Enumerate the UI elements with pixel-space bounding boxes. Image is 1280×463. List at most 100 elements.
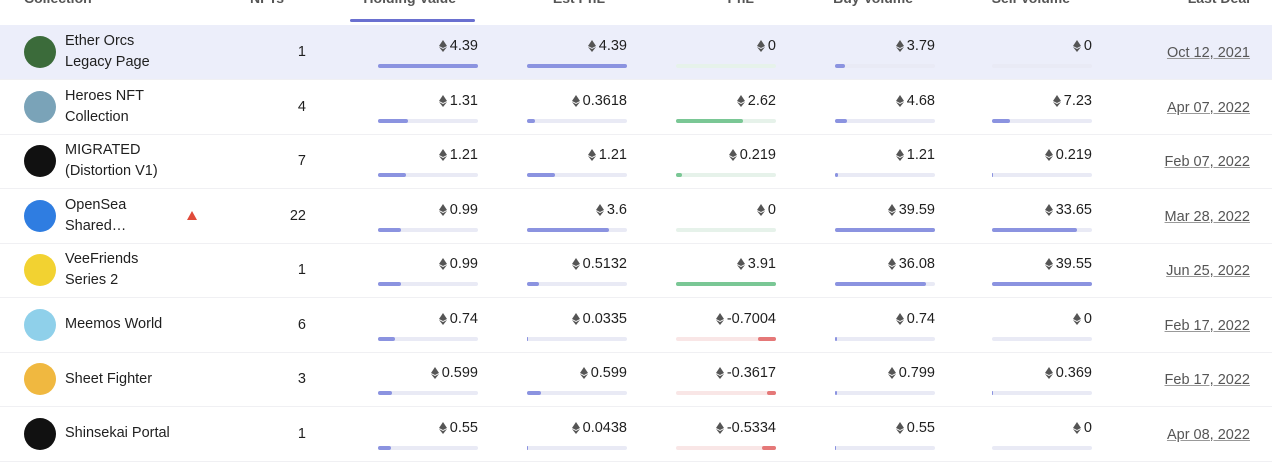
collection-name[interactable]: MIGRATED (Distortion V1) <box>65 142 158 179</box>
value: 1.21 <box>598 147 627 163</box>
header-7[interactable]: Last Deal <box>1188 0 1250 6</box>
value: 0 <box>1083 419 1092 436</box>
collection-name[interactable]: Heroes NFT Collection <box>65 87 144 125</box>
bar <box>527 391 541 395</box>
header-5[interactable]: Buy Volume <box>833 0 913 6</box>
value: 4.39 <box>598 38 627 54</box>
last-deal[interactable]: Jun 25, 2022 <box>1166 263 1250 279</box>
collection-name[interactable]: OpenSea Shared… <box>65 196 127 234</box>
bar-track <box>992 173 1092 177</box>
bar-track <box>527 227 627 232</box>
eth-icon <box>896 94 904 107</box>
last-deal[interactable]: Feb 17, 2022 <box>1164 372 1250 388</box>
bar <box>527 173 555 177</box>
last-deal[interactable]: Apr 07, 2022 <box>1166 99 1250 116</box>
eth-icon <box>896 149 904 161</box>
last-deal[interactable]: Feb 17, 2022 <box>1164 317 1250 334</box>
last-deal[interactable]: Mar 28, 2022 <box>1164 208 1250 225</box>
bar <box>527 445 528 450</box>
bar-track <box>835 64 935 68</box>
bar-track <box>835 445 935 450</box>
eth-icon <box>572 258 580 270</box>
value: 1.21 <box>906 147 935 163</box>
collection-icon <box>24 363 56 395</box>
nft-count: 1 <box>297 425 306 442</box>
last-deal[interactable]: Apr 08, 2022 <box>1166 426 1250 443</box>
header-6[interactable]: Sell Volume <box>992 0 1070 6</box>
bar <box>992 227 1078 232</box>
eth-icon <box>439 421 447 434</box>
eth-icon <box>588 40 596 52</box>
eth-icon <box>896 421 904 434</box>
collection-name[interactable]: Ether Orcs Legacy Page <box>65 33 150 70</box>
bar <box>835 118 847 123</box>
bar <box>527 282 539 286</box>
eth-icon <box>1073 40 1081 52</box>
value: 0.74 <box>449 310 478 327</box>
bar-track <box>992 445 1092 450</box>
collection-name[interactable]: Sheet Fighter <box>65 370 153 387</box>
header-4[interactable]: PnL <box>728 0 754 6</box>
bar-track <box>527 282 627 286</box>
header-1[interactable]: NFTs <box>250 0 284 6</box>
eth-icon <box>757 203 765 216</box>
bar-track <box>378 64 478 68</box>
header-2[interactable]: Holding Value <box>363 0 456 6</box>
value: 39.59 <box>898 201 935 218</box>
bar-track <box>378 282 478 286</box>
bar-track <box>527 173 627 177</box>
collection-name[interactable]: Meemos World <box>65 316 163 332</box>
bar <box>835 64 845 68</box>
collection-name[interactable]: VeeFriends Series 2 <box>65 251 139 288</box>
row-divider <box>0 460 1272 462</box>
last-deal[interactable]: Feb 07, 2022 <box>1164 154 1250 170</box>
value: 1.31 <box>449 92 478 109</box>
eth-icon <box>1045 367 1053 379</box>
bar <box>758 336 776 341</box>
bar-track <box>378 336 478 341</box>
bar <box>676 173 682 177</box>
value: -0.5334 <box>726 419 776 436</box>
value: 1.21 <box>449 147 478 163</box>
bar-track <box>676 336 776 341</box>
bar-track <box>676 282 776 286</box>
collection-icon <box>24 90 56 123</box>
header-3[interactable]: Est PnL <box>553 0 605 6</box>
eth-icon <box>1073 421 1081 434</box>
warning-icon <box>187 210 197 220</box>
eth-icon <box>757 40 765 52</box>
collection-name[interactable]: Shinsekai Portal <box>65 425 170 441</box>
last-deal[interactable]: Oct 12, 2021 <box>1166 45 1250 61</box>
bar-track <box>835 118 935 123</box>
collection-icon <box>24 36 56 68</box>
value: 3.91 <box>747 256 776 272</box>
value: -0.3617 <box>726 365 776 381</box>
bar-track <box>527 336 627 341</box>
header-collection[interactable]: Collection <box>24 0 92 6</box>
bar <box>378 391 392 395</box>
bar <box>378 64 478 68</box>
eth-icon <box>439 258 447 270</box>
collection-icon <box>24 308 56 341</box>
value: 0.5132 <box>582 256 627 272</box>
eth-icon <box>439 94 447 107</box>
bar-track <box>676 227 776 232</box>
bar-track <box>378 391 478 395</box>
eth-icon <box>737 258 745 270</box>
eth-icon <box>439 312 447 325</box>
value: 0.219 <box>1055 147 1092 163</box>
bar <box>676 282 776 286</box>
value: 3.79 <box>906 38 935 54</box>
bar <box>835 282 927 286</box>
row-divider <box>0 406 1272 407</box>
collection-icon <box>24 417 56 450</box>
bar-track <box>835 227 935 232</box>
eth-icon <box>896 40 904 52</box>
bar-track <box>835 173 935 177</box>
eth-icon <box>596 203 604 216</box>
bar-track <box>676 391 776 395</box>
eth-icon <box>716 312 724 325</box>
eth-icon <box>716 421 724 434</box>
value: -0.7004 <box>726 310 776 327</box>
